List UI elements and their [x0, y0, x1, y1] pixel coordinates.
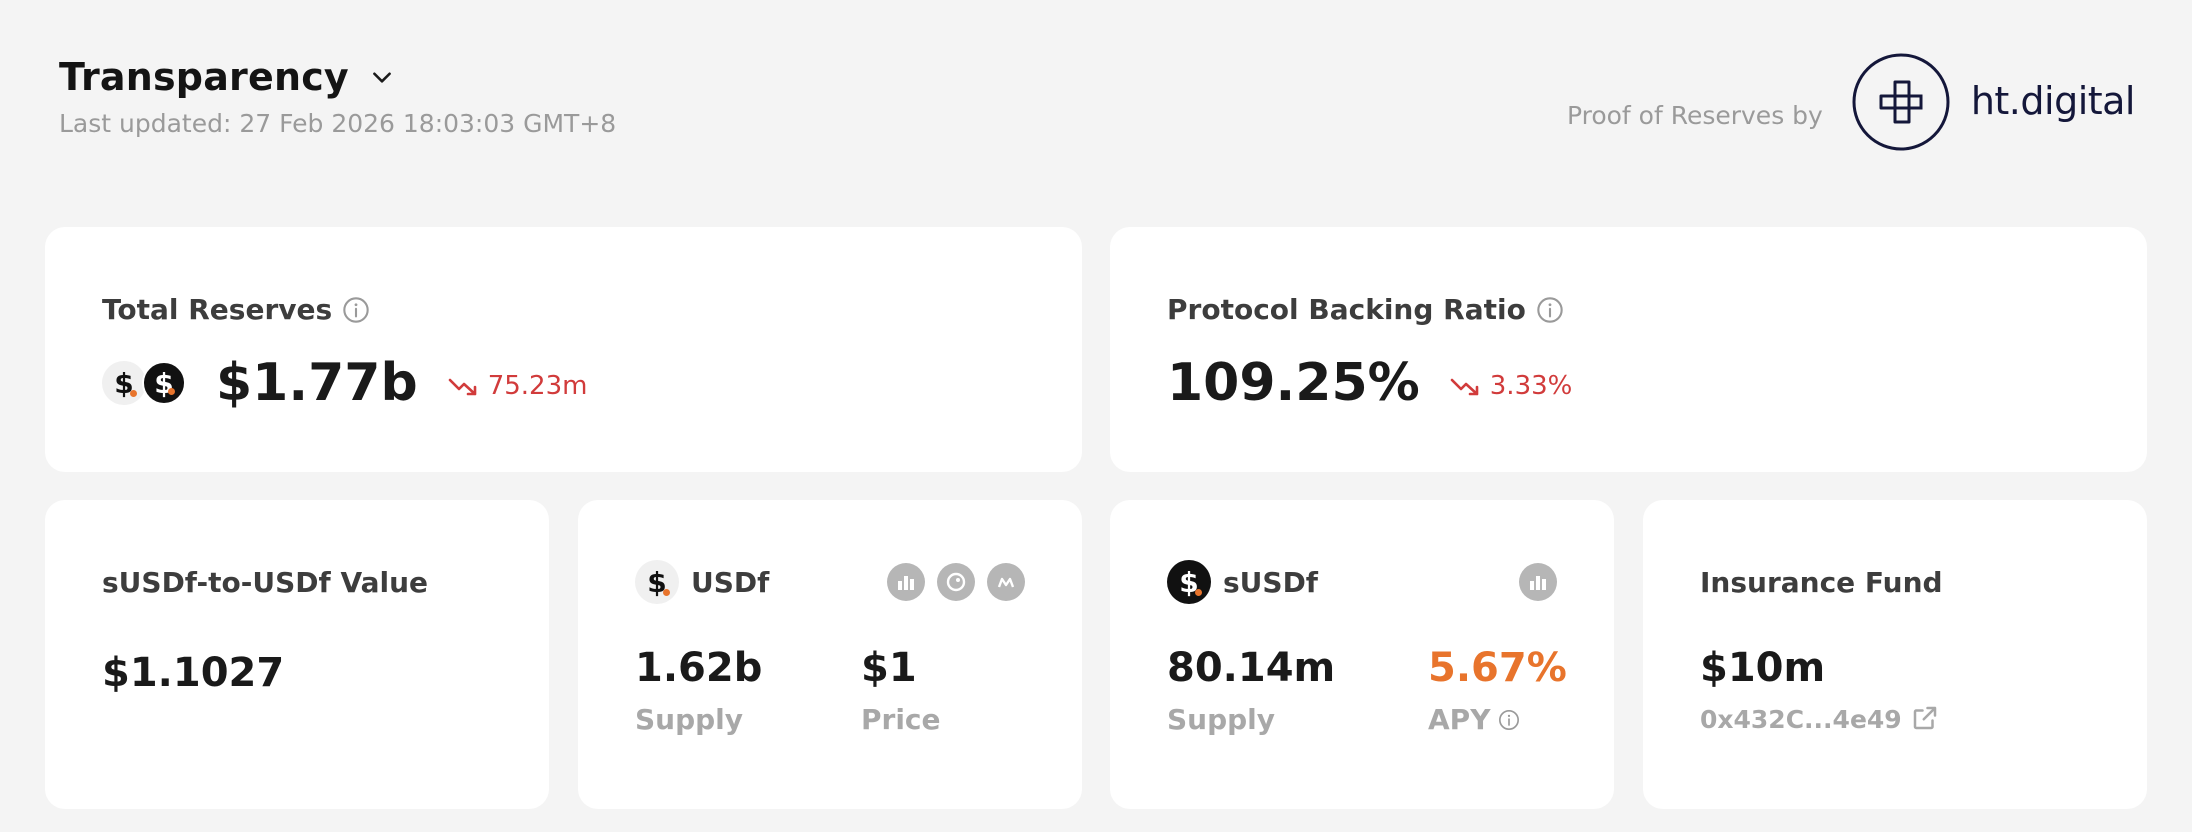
chart-icon[interactable]: [1519, 563, 1557, 601]
usdf-header: $ USDf: [635, 560, 769, 604]
trend-down-icon: [448, 376, 478, 396]
susdf-header: $ sUSDf: [1167, 560, 1318, 604]
usdf-coin-icon: $: [635, 560, 679, 604]
usdf-supply-label: Supply: [635, 703, 744, 736]
page-title: Transparency: [59, 55, 349, 99]
ht-digital-logo-icon: [1851, 52, 1951, 152]
brand-name: ht.digital: [1970, 79, 2136, 123]
backing-ratio-label-row: Protocol Backing Ratio: [1167, 293, 1564, 326]
total-reserves-change-value: 75.23m: [487, 371, 588, 401]
usdf-price-value: $1: [861, 645, 917, 691]
coinmarketcap-icon[interactable]: [987, 563, 1025, 601]
proof-of-reserves-label: Proof of Reserves by: [1566, 100, 1823, 130]
susdf-apy-value: 5.67%: [1428, 645, 1567, 691]
susdf-apy-label: APY: [1428, 703, 1491, 736]
usdf-price-block: $1 Price: [861, 645, 941, 736]
backing-ratio-value-row: 109.25% 3.33%: [1167, 353, 1572, 413]
ht-digital-link[interactable]: ht.digital: [1851, 52, 2136, 152]
usdf-supply-value: 1.62b: [635, 645, 763, 691]
info-icon[interactable]: [1536, 296, 1564, 324]
chart-icon[interactable]: [887, 563, 925, 601]
insurance-fund-address-link[interactable]: 0x432C...4e49: [1700, 703, 1942, 735]
total-reserves-card: Total Reserves $ $ $1.77b 75.23m: [45, 227, 1082, 472]
total-reserves-label-row: Total Reserves: [102, 293, 370, 326]
backing-ratio-label: Protocol Backing Ratio: [1167, 293, 1526, 326]
susdf-links: [1519, 563, 1557, 601]
usdf-name: USDf: [691, 565, 770, 599]
insurance-fund-card: Insurance Fund $10m 0x432C...4e49: [1643, 500, 2147, 809]
susdf-value-card: sUSDf-to-USDf Value $1.1027: [45, 500, 549, 809]
backing-ratio-card: Protocol Backing Ratio 109.25% 3.33%: [1110, 227, 2147, 472]
backing-ratio-value: 109.25%: [1167, 353, 1420, 413]
insurance-fund-address: 0x432C...4e49: [1700, 704, 1902, 734]
transparency-dropdown[interactable]: Transparency: [59, 55, 616, 99]
info-icon[interactable]: [342, 296, 370, 324]
insurance-fund-value: $10m: [1700, 645, 1826, 691]
susdf-value: $1.1027: [102, 650, 285, 696]
usdf-supply-block: 1.62b Supply: [635, 645, 762, 736]
total-reserves-value-row: $ $ $1.77b 75.23m: [102, 353, 587, 413]
total-reserves-change: 75.23m: [448, 371, 588, 401]
trend-down-icon: [1450, 376, 1480, 396]
chevron-down-icon: [367, 62, 397, 92]
proof-of-reserves: Proof of Reserves by ht.digital: [1566, 52, 2136, 152]
susdf-apy-label-row: APY: [1428, 703, 1520, 736]
total-reserves-value: $1.77b: [216, 353, 418, 413]
backing-ratio-change-value: 3.33%: [1489, 371, 1573, 401]
susdf-apy-block: 5.67% APY: [1428, 645, 1567, 736]
backing-ratio-change: 3.33%: [1450, 371, 1573, 401]
insurance-fund-block: $10m 0x432C...4e49: [1700, 645, 1942, 735]
usdf-card: $ USDf 1.62b Supply $1 Price: [578, 500, 1082, 809]
susdf-value-label: sUSDf-to-USDf Value: [102, 566, 428, 599]
external-link-icon: [1910, 703, 1942, 735]
last-updated-text: Last updated: 27 Feb 2026 18:03:03 GMT+8: [59, 109, 617, 138]
susdf-coin-icon: $: [142, 361, 186, 405]
susdf-card: $ sUSDf 80.14m Supply 5.67% APY: [1110, 500, 1614, 809]
total-reserves-label: Total Reserves: [102, 293, 333, 326]
susdf-name: sUSDf: [1223, 565, 1318, 599]
info-icon[interactable]: [1498, 709, 1520, 731]
susdf-supply-block: 80.14m Supply: [1167, 645, 1335, 736]
page-header: Transparency Last updated: 27 Feb 2026 1…: [59, 55, 616, 138]
usdf-coin-icon: $: [102, 361, 146, 405]
gecko-icon[interactable]: [937, 563, 975, 601]
susdf-supply-value: 80.14m: [1167, 645, 1336, 691]
usdf-links: [887, 563, 1025, 601]
usdf-price-label: Price: [861, 703, 941, 736]
insurance-fund-label: Insurance Fund: [1700, 566, 1943, 599]
susdf-coin-icon: $: [1167, 560, 1211, 604]
susdf-supply-label: Supply: [1167, 703, 1276, 736]
